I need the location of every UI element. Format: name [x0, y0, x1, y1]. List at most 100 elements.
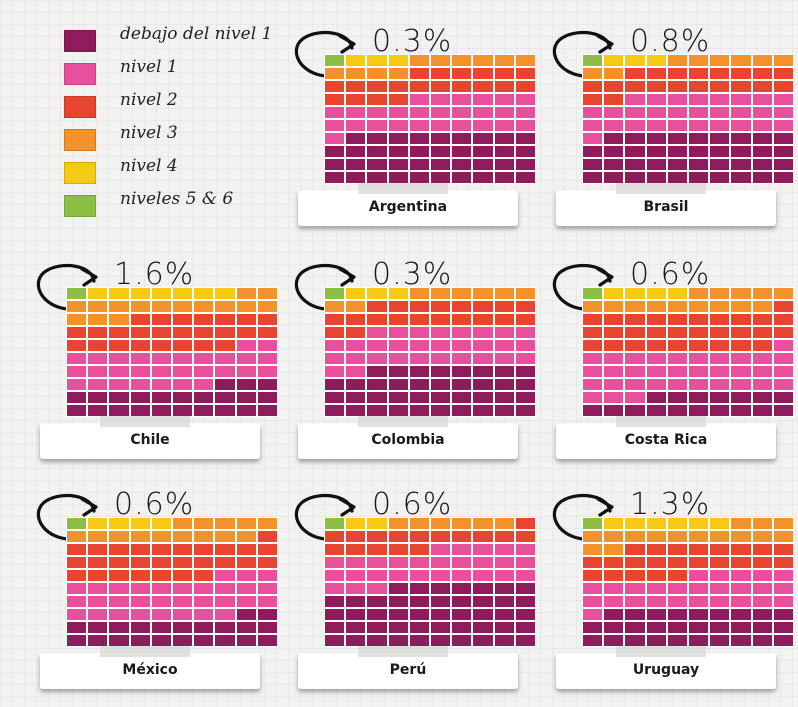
waffle-cell-nivel-2: [88, 340, 108, 351]
waffle-cell-nivel-2: [773, 68, 793, 79]
top-level-percent: 0.6%: [630, 257, 711, 292]
waffle-cell-debajo-nivel-1: [710, 146, 730, 157]
waffle-cell-debajo-nivel-1: [646, 146, 666, 157]
waffle-cell-debajo-nivel-1: [583, 405, 603, 416]
waffle-cell-debajo-nivel-1: [388, 622, 408, 633]
waffle-cell-nivel-1: [731, 583, 751, 594]
waffle-cell-debajo-nivel-1: [367, 133, 387, 144]
waffle-cell-nivel-3: [452, 55, 472, 66]
waffle-cell-nivel-3: [773, 518, 793, 529]
country-label-card: Colombia: [298, 416, 518, 459]
waffle-cell-nivel-1: [409, 327, 429, 338]
waffle-cell-nivel-2: [109, 327, 129, 338]
waffle-cell-nivel-1: [646, 583, 666, 594]
waffle-cell-nivel-1: [689, 353, 709, 364]
waffle-cell-debajo-nivel-1: [452, 609, 472, 620]
tape-strip: [358, 183, 448, 194]
waffle-cell-nivel-2: [367, 301, 387, 312]
waffle-cell-debajo-nivel-1: [667, 405, 687, 416]
waffle-cell-debajo-nivel-1: [194, 392, 214, 403]
waffle-cell-nivel-2: [109, 570, 129, 581]
legend-item-nivel-3: nivel 3: [64, 125, 294, 158]
waffle-cell-debajo-nivel-1: [646, 405, 666, 416]
waffle-cell-debajo-nivel-1: [409, 583, 429, 594]
waffle-cell-nivel-2: [667, 68, 687, 79]
waffle-cell-nivel-3: [194, 531, 214, 542]
waffle-cell-nivel-2: [494, 81, 514, 92]
waffle-cell-nivel-2: [710, 68, 730, 79]
waffle-cell-debajo-nivel-1: [409, 635, 429, 646]
waffle-cell-debajo-nivel-1: [346, 159, 366, 170]
waffle-cell-nivel-2: [625, 314, 645, 325]
waffle-cell-nivel-1: [325, 353, 345, 364]
waffle-cell-debajo-nivel-1: [625, 635, 645, 646]
waffle-cell-debajo-nivel-1: [452, 379, 472, 390]
waffle-cell-nivel-2: [130, 327, 150, 338]
waffle-cell-nivel-1: [257, 366, 277, 377]
waffle-cell-nivel-1: [689, 596, 709, 607]
waffle-cell-debajo-nivel-1: [367, 596, 387, 607]
waffle-cell-debajo-nivel-1: [388, 146, 408, 157]
country-label-card: Perú: [298, 646, 518, 689]
waffle-cell-nivel-2: [194, 544, 214, 555]
tape-strip: [616, 183, 706, 194]
waffle-cell-nivel-2: [604, 340, 624, 351]
waffle-cell-debajo-nivel-1: [236, 392, 256, 403]
waffle-cell-debajo-nivel-1: [583, 172, 603, 183]
waffle-cell-nivel-1: [173, 596, 193, 607]
waffle-cell-debajo-nivel-1: [346, 635, 366, 646]
waffle-cell-debajo-nivel-1: [667, 392, 687, 403]
waffle-cell-niveles-5-6: [583, 288, 603, 299]
waffle-cell-nivel-4: [604, 288, 624, 299]
waffle-cell-nivel-4: [367, 55, 387, 66]
waffle-cell-debajo-nivel-1: [710, 609, 730, 620]
waffle-cell-debajo-nivel-1: [515, 366, 535, 377]
waffle-cell-debajo-nivel-1: [409, 596, 429, 607]
waffle-cell-nivel-2: [494, 314, 514, 325]
waffle-cell-nivel-4: [346, 518, 366, 529]
waffle-cell-nivel-3: [346, 301, 366, 312]
waffle-cell-debajo-nivel-1: [604, 635, 624, 646]
waffle-cell-nivel-1: [583, 353, 603, 364]
waffle-cell-debajo-nivel-1: [731, 635, 751, 646]
waffle-cell-nivel-1: [515, 570, 535, 581]
waffle-cell-debajo-nivel-1: [88, 392, 108, 403]
waffle-cell-nivel-2: [689, 314, 709, 325]
waffle-cell-nivel-2: [731, 327, 751, 338]
waffle-cell-nivel-1: [346, 557, 366, 568]
waffle-cell-nivel-2: [236, 557, 256, 568]
waffle-cell-debajo-nivel-1: [194, 622, 214, 633]
waffle-cell-nivel-2: [731, 544, 751, 555]
waffle-cell-nivel-3: [773, 288, 793, 299]
waffle-cell-nivel-1: [257, 340, 277, 351]
waffle-cell-nivel-3: [452, 288, 472, 299]
waffle-cell-nivel-3: [215, 518, 235, 529]
country-label-card: Uruguay: [556, 646, 776, 689]
waffle-cell-nivel-1: [388, 570, 408, 581]
waffle-cell-debajo-nivel-1: [473, 172, 493, 183]
waffle-cell-debajo-nivel-1: [236, 405, 256, 416]
waffle-cell-nivel-1: [257, 583, 277, 594]
country-label-card: Argentina: [298, 183, 518, 226]
waffle-cell-debajo-nivel-1: [67, 622, 87, 633]
waffle-cell-nivel-1: [388, 120, 408, 131]
waffle-cell-debajo-nivel-1: [388, 172, 408, 183]
waffle-cell-nivel-2: [325, 94, 345, 105]
waffle-cell-nivel-4: [388, 288, 408, 299]
waffle-cell-nivel-2: [388, 81, 408, 92]
waffle-cell-nivel-2: [604, 327, 624, 338]
waffle-cell-nivel-2: [710, 314, 730, 325]
waffle-cell-nivel-2: [151, 544, 171, 555]
waffle-cell-debajo-nivel-1: [752, 159, 772, 170]
waffle-grid: [324, 287, 536, 417]
waffle-cell-nivel-4: [215, 288, 235, 299]
waffle-cell-nivel-1: [431, 120, 451, 131]
waffle-cell-nivel-1: [409, 340, 429, 351]
waffle-cell-nivel-1: [731, 366, 751, 377]
waffle-cell-nivel-1: [473, 327, 493, 338]
waffle-cell-nivel-1: [710, 107, 730, 118]
waffle-cell-nivel-1: [773, 596, 793, 607]
waffle-cell-nivel-1: [194, 596, 214, 607]
tape-strip: [358, 416, 448, 427]
waffle-cell-debajo-nivel-1: [409, 159, 429, 170]
